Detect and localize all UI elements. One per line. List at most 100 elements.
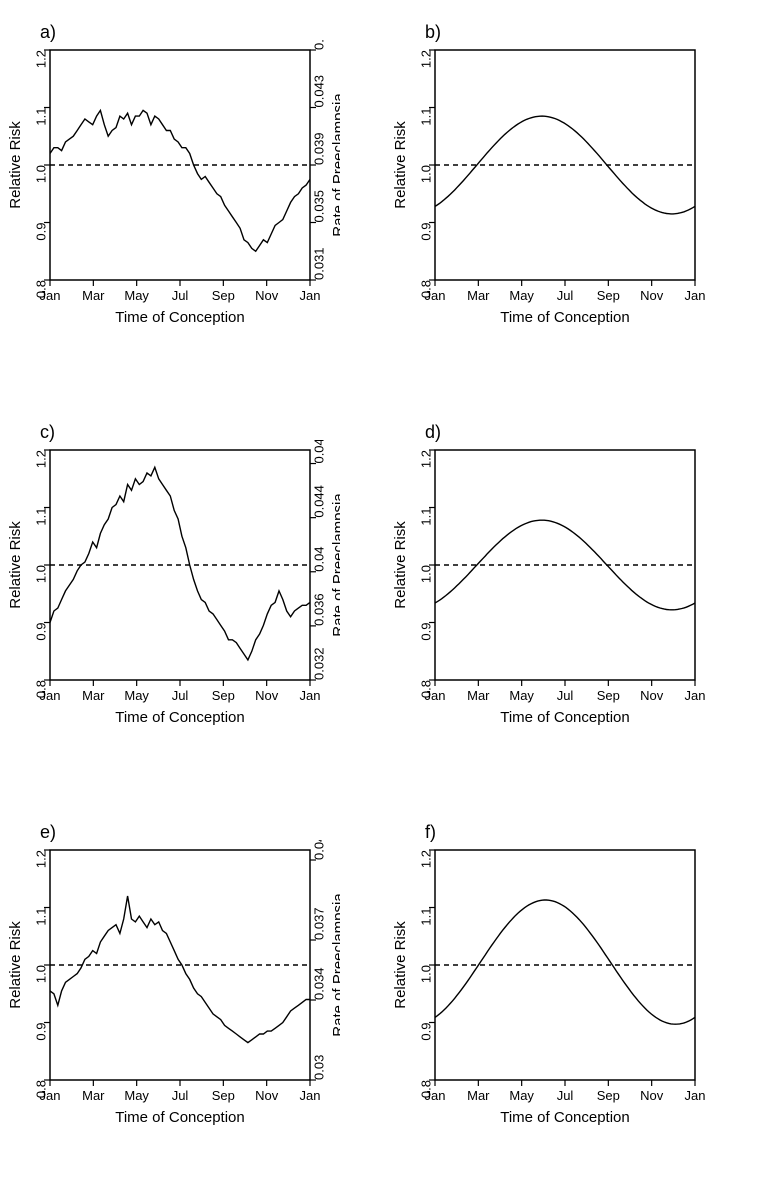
svg-text:Sep: Sep [597,688,620,703]
svg-text:Rate of Preeclampsia: Rate of Preeclampsia [330,893,340,1037]
svg-text:Jan: Jan [40,288,61,303]
svg-text:Nov: Nov [255,1088,279,1103]
panel-c: 0.80.91.01.11.2Relative Risk0.0320.0360.… [0,440,340,780]
svg-text:1.2: 1.2 [34,450,49,468]
svg-text:1.2: 1.2 [34,850,49,868]
svg-text:0.044: 0.044 [312,485,327,518]
svg-text:0.041: 0.041 [312,840,327,860]
svg-text:1.1: 1.1 [34,508,49,526]
svg-text:May: May [509,288,534,303]
panel-e: 0.80.91.01.11.2Relative Risk0.030.0340.0… [0,840,340,1180]
svg-text:1.2: 1.2 [419,850,434,868]
svg-text:1.1: 1.1 [419,108,434,126]
svg-text:1.0: 1.0 [34,165,49,183]
figure: a)0.80.91.01.11.2Relative Risk0.0310.035… [0,0,780,1185]
svg-text:Relative Risk: Relative Risk [392,921,409,1009]
svg-text:May: May [509,1088,534,1103]
svg-text:0.043: 0.043 [312,75,327,108]
svg-text:1.1: 1.1 [419,908,434,926]
svg-text:0.9: 0.9 [34,223,49,241]
svg-text:Sep: Sep [212,688,235,703]
svg-text:0.037: 0.037 [312,907,327,940]
svg-text:0.032: 0.032 [312,647,327,680]
svg-text:Jan: Jan [300,1088,321,1103]
svg-text:0.9: 0.9 [34,1023,49,1041]
svg-text:Jul: Jul [172,688,189,703]
svg-text:1.0: 1.0 [34,965,49,983]
panel-a: 0.80.91.01.11.2Relative Risk0.0310.0350.… [0,40,340,380]
svg-text:Jul: Jul [172,288,189,303]
svg-text:0.047: 0.047 [312,40,327,50]
svg-text:Jan: Jan [425,688,446,703]
svg-text:0.035: 0.035 [312,190,327,223]
svg-text:0.9: 0.9 [419,623,434,641]
svg-text:May: May [124,288,149,303]
svg-text:1.0: 1.0 [34,565,49,583]
series-line [50,110,310,251]
svg-text:1.2: 1.2 [419,450,434,468]
svg-text:0.031: 0.031 [312,247,327,280]
svg-text:Sep: Sep [597,1088,620,1103]
svg-text:0.03: 0.03 [312,1055,327,1080]
svg-text:Jan: Jan [425,288,446,303]
svg-text:Jan: Jan [685,1088,706,1103]
svg-text:1.0: 1.0 [419,565,434,583]
series-line [50,896,310,1043]
svg-text:Sep: Sep [212,288,235,303]
svg-text:Mar: Mar [82,288,105,303]
svg-text:Relative Risk: Relative Risk [7,921,24,1009]
svg-text:Time of Conception: Time of Conception [115,309,245,326]
svg-text:Jan: Jan [40,688,61,703]
svg-text:Mar: Mar [82,688,105,703]
svg-text:Jan: Jan [685,288,706,303]
panel-b: 0.80.91.01.11.2Relative RiskJanMarMayJul… [385,40,725,380]
svg-text:Jan: Jan [300,688,321,703]
svg-text:Nov: Nov [640,688,664,703]
svg-text:Jul: Jul [557,288,574,303]
svg-text:Mar: Mar [467,1088,490,1103]
svg-text:Time of Conception: Time of Conception [500,709,630,726]
svg-text:Sep: Sep [597,288,620,303]
svg-text:0.9: 0.9 [34,623,49,641]
svg-text:1.0: 1.0 [419,965,434,983]
svg-text:Jul: Jul [172,1088,189,1103]
svg-text:0.048: 0.048 [312,440,327,464]
svg-text:0.9: 0.9 [419,223,434,241]
svg-text:0.039: 0.039 [312,132,327,165]
svg-text:Rate of Preeclampsia: Rate of Preeclampsia [330,93,340,237]
svg-text:Relative Risk: Relative Risk [7,521,24,609]
svg-text:1.2: 1.2 [34,50,49,68]
svg-text:Rate of Preeclampsia: Rate of Preeclampsia [330,493,340,637]
svg-text:Time of Conception: Time of Conception [115,709,245,726]
series-line [435,900,695,1024]
panel-d: 0.80.91.01.11.2Relative RiskJanMarMayJul… [385,440,725,780]
svg-text:1.1: 1.1 [34,108,49,126]
svg-text:Jul: Jul [557,688,574,703]
svg-text:May: May [124,688,149,703]
svg-text:May: May [124,1088,149,1103]
svg-text:Sep: Sep [212,1088,235,1103]
svg-text:1.2: 1.2 [419,50,434,68]
panel-f: 0.80.91.01.11.2Relative RiskJanMarMayJul… [385,840,725,1180]
svg-text:0.04: 0.04 [312,546,327,571]
svg-text:Relative Risk: Relative Risk [7,121,24,209]
svg-text:Time of Conception: Time of Conception [115,1109,245,1126]
svg-text:Time of Conception: Time of Conception [500,1109,630,1126]
svg-text:0.9: 0.9 [419,1023,434,1041]
svg-text:Nov: Nov [640,1088,664,1103]
svg-text:Nov: Nov [255,288,279,303]
svg-text:Relative Risk: Relative Risk [392,521,409,609]
series-line [50,467,310,660]
svg-text:Mar: Mar [82,1088,105,1103]
svg-text:Jan: Jan [300,288,321,303]
svg-text:Nov: Nov [255,688,279,703]
svg-text:Mar: Mar [467,288,490,303]
svg-text:Mar: Mar [467,688,490,703]
svg-text:Nov: Nov [640,288,664,303]
svg-text:1.1: 1.1 [34,908,49,926]
svg-text:1.0: 1.0 [419,165,434,183]
svg-text:Jan: Jan [40,1088,61,1103]
svg-text:0.034: 0.034 [312,967,327,1000]
svg-text:Jan: Jan [425,1088,446,1103]
svg-text:May: May [509,688,534,703]
